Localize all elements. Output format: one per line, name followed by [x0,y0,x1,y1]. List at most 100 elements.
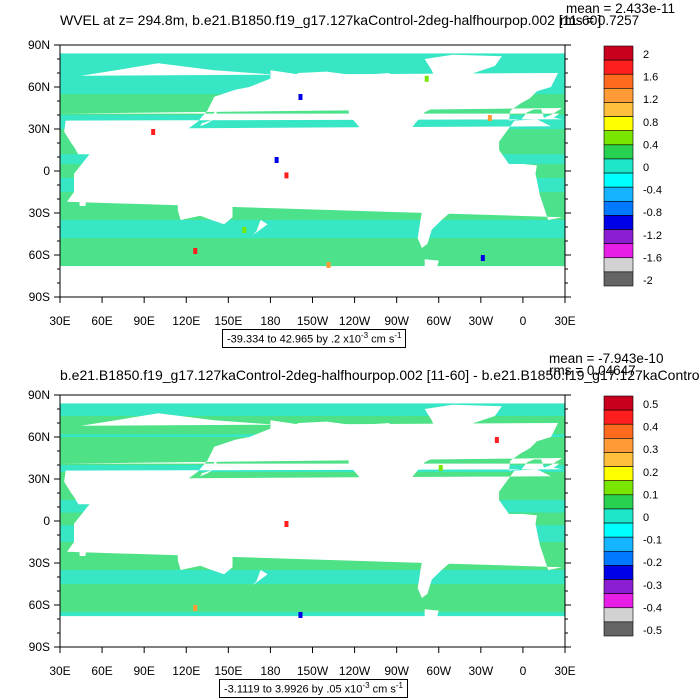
colorbar-label: -0.5 [643,625,662,637]
x-tick-label: 120W [339,314,371,328]
colorbar-swatch [603,508,634,524]
colorbar-swatch [603,466,634,482]
colorbar-swatch [603,423,634,439]
field-speckle [284,172,289,179]
x-tick-label: 30E [49,664,70,678]
field-speckle [193,248,198,254]
colorbar-swatch [603,395,634,411]
colorbar-swatch [603,550,634,566]
colorbar-swatch [603,579,634,594]
x-tick-label: 60E [91,664,112,678]
land-antarctic_peninsula [424,259,439,272]
contour-range-label: -39.334 to 42.965 by .2 x10-3 cm s-1 [222,329,407,348]
y-tick-label: 30S [29,206,50,220]
land-n_america [287,421,445,496]
colorbar-swatch [603,158,634,174]
x-tick-label: 30W [468,314,493,328]
x-tick-label: 30W [468,664,493,678]
mean-stat: mean = -7.943e-10 [549,351,664,366]
colorbar-swatch [603,172,634,188]
colorbar-swatch [603,144,634,160]
colorbar-swatch [603,130,634,146]
land-uk [10,90,20,101]
x-tick-label: 0 [520,664,527,678]
colorbar-label: 0.1 [643,489,658,501]
colorbar-label: 1.6 [643,72,658,84]
x-tick-label: 90E [133,664,154,678]
colorbar-swatch [603,215,634,230]
land-n_america [287,71,445,146]
colorbar-swatch [603,607,634,623]
colorbar-swatch [603,257,634,273]
colorbar-label: 0.4 [643,139,658,151]
land-antarctic_peninsula [424,609,439,622]
y-tick-label: 30N [28,472,50,486]
x-tick-label: 60E [91,314,112,328]
land-antarctica [60,266,565,297]
x-tick-label: 180 [260,314,280,328]
colorbar-label: -1.6 [643,252,662,264]
colorbar-swatch [603,229,634,244]
colorbar-label: 0.8 [643,117,658,129]
x-tick-label: 150W [297,664,329,678]
colorbar-label: 0 [643,162,649,174]
field-speckle [242,227,247,233]
colorbar-label: 0.5 [643,399,658,411]
colorbar-swatch [603,243,634,259]
rms-stat: rms = 0.7257 [560,13,640,28]
colorbar-swatch [603,73,634,89]
colorbar-label: 0 [643,512,649,524]
colorbar-label: -0.8 [643,207,662,219]
land-australia [177,186,233,225]
land-madagascar [79,537,89,556]
colorbar-swatch [603,480,634,496]
land-eurasia [60,413,563,510]
x-tick-label: 90W [384,664,409,678]
x-tick-label: 60W [426,664,451,678]
land-australia [177,536,233,575]
colorbar-label: -0.4 [643,602,662,614]
bottom-panel: b.e21.B1850.f19_g17.127kaControl-2deg-ha… [0,350,700,700]
colorbar-label: 0.2 [643,467,658,479]
land-c_america [389,495,415,510]
land-eurasia [60,63,563,160]
map-figure: 90N 60N 30N 0 30S 60S 90S 30E 60E 90E 120E 150E 180 1… [10,388,662,678]
colorbar-label: -0.4 [643,185,662,197]
y-tick-label: 90S [29,640,50,654]
land-greenland [424,54,502,87]
x-tick-label: 60W [426,314,451,328]
contour-range-label: -3.1119 to 3.9926 by .05 x10-3 cm s-1 [219,679,408,698]
land-s_america [410,154,474,248]
land-japan [200,109,218,127]
colorbar-swatch [603,621,634,637]
y-tick-label: 90N [28,388,50,402]
x-tick-label: 120E [172,314,200,328]
land-eurasia [0,63,57,160]
land-nz [252,570,268,586]
land-borneo [170,511,185,527]
colorbar-swatch [603,88,634,103]
y-tick-label: 90S [29,290,50,304]
colorbar-swatch [603,116,634,132]
land-greenland [424,404,502,437]
field-speckle [284,521,289,527]
land-uk [10,440,20,451]
colorbar-swatch [603,494,634,510]
colorbar-swatch [603,59,634,75]
field-speckle [298,612,303,618]
x-tick-label: 90E [133,314,154,328]
y-tick-label: 0 [43,164,50,178]
x-tick-label: 150E [214,314,242,328]
field-speckle [274,157,279,163]
land-borneo [170,161,185,177]
plot-title: b.e21.B1850.f19_g17.127kaControl-2deg-ha… [60,367,700,383]
colorbar-swatch [603,522,634,538]
colorbar-swatch [603,593,634,609]
y-tick-label: 60S [29,598,50,612]
land-nz [252,220,268,236]
colorbar-swatch [603,186,634,202]
field-speckle [487,115,492,121]
field-speckle [424,75,429,82]
x-tick-label: 90W [384,314,409,328]
x-tick-label: 30E [554,664,575,678]
